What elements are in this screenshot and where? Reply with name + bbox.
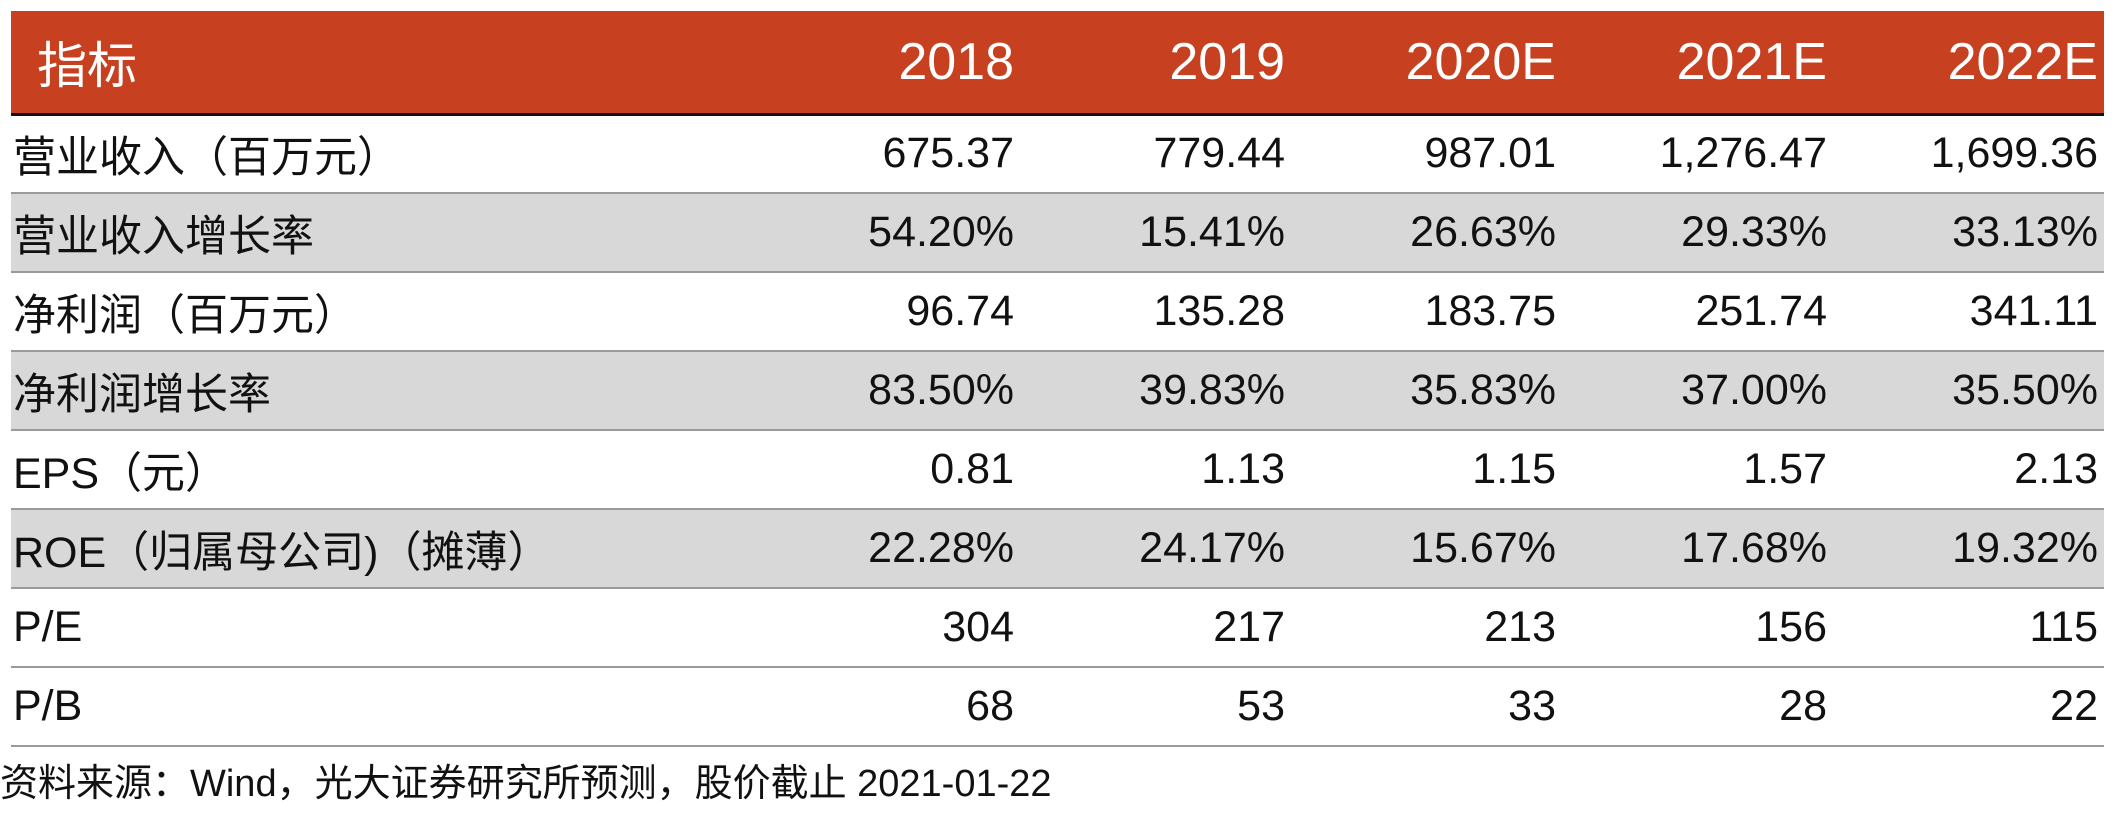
value-cell: 251.74: [1562, 272, 1833, 352]
table-row: 营业收入增长率 54.20% 15.41% 26.63% 29.33% 33.13%: [11, 193, 2104, 273]
header-year-2021e: 2021E: [1562, 11, 1833, 116]
value-cell: 35.83%: [1291, 351, 1562, 431]
value-cell: 22: [1833, 667, 2104, 747]
value-cell: 37.00%: [1562, 351, 1833, 431]
row-label-cell: 营业收入增长率: [11, 193, 749, 273]
header-year-2022e: 2022E: [1833, 11, 2104, 116]
value-cell: 33.13%: [1833, 193, 2104, 273]
value-cell: 22.28%: [749, 509, 1020, 589]
value-cell: 1.13: [1020, 430, 1291, 510]
financial-forecast-table-container: 指标 2018 2019 2020E 2021E 2022E 营业收入（百万元）…: [11, 11, 2104, 747]
value-cell: 24.17%: [1020, 509, 1291, 589]
value-cell: 1,276.47: [1562, 114, 1833, 194]
value-cell: 39.83%: [1020, 351, 1291, 431]
value-cell: 304: [749, 588, 1020, 668]
value-cell: 96.74: [749, 272, 1020, 352]
table-row: P/E 304 217 213 156 115: [11, 588, 2104, 668]
value-cell: 54.20%: [749, 193, 1020, 273]
value-cell: 26.63%: [1291, 193, 1562, 273]
value-cell: 33: [1291, 667, 1562, 747]
table-row: 营业收入（百万元） 675.37 779.44 987.01 1,276.47 1,699…: [11, 114, 2104, 194]
source-note: 资料来源：Wind，光大证券研究所预测，股价截止 2021-01-22: [0, 763, 1052, 805]
header-year-2020e: 2020E: [1291, 11, 1562, 116]
table-row: EPS（元） 0.81 1.13 1.15 1.57 2.13: [11, 430, 2104, 510]
value-cell: 0.81: [749, 430, 1020, 510]
value-cell: 217: [1020, 588, 1291, 668]
value-cell: 156: [1562, 588, 1833, 668]
value-cell: 135.28: [1020, 272, 1291, 352]
financial-forecast-table: 指标 2018 2019 2020E 2021E 2022E 营业收入（百万元）…: [11, 11, 2104, 747]
value-cell: 53: [1020, 667, 1291, 747]
row-label-cell: P/B: [11, 667, 749, 747]
value-cell: 15.41%: [1020, 193, 1291, 273]
value-cell: 1,699.36: [1833, 114, 2104, 194]
value-cell: 987.01: [1291, 114, 1562, 194]
value-cell: 35.50%: [1833, 351, 2104, 431]
value-cell: 1.57: [1562, 430, 1833, 510]
header-label-cell: 指标: [11, 11, 749, 116]
value-cell: 19.32%: [1833, 509, 2104, 589]
table-header-row: 指标 2018 2019 2020E 2021E 2022E: [11, 11, 2104, 116]
value-cell: 29.33%: [1562, 193, 1833, 273]
value-cell: 115: [1833, 588, 2104, 668]
table-row: 净利润（百万元） 96.74 135.28 183.75 251.74 341.11: [11, 272, 2104, 352]
header-year-2018: 2018: [749, 11, 1020, 116]
table-row: ROE（归属母公司)（摊薄） 22.28% 24.17% 15.67% 17.68% 19…: [11, 509, 2104, 589]
value-cell: 83.50%: [749, 351, 1020, 431]
row-label-cell: 净利润增长率: [11, 351, 749, 431]
value-cell: 675.37: [749, 114, 1020, 194]
value-cell: 1.15: [1291, 430, 1562, 510]
value-cell: 68: [749, 667, 1020, 747]
row-label-cell: 营业收入（百万元）: [11, 114, 749, 194]
table-row: 净利润增长率 83.50% 39.83% 35.83% 37.00% 35.50%: [11, 351, 2104, 431]
value-cell: 2.13: [1833, 430, 2104, 510]
table-row: P/B 68 53 33 28 22: [11, 667, 2104, 747]
header-year-2019: 2019: [1020, 11, 1291, 116]
row-label-cell: 净利润（百万元）: [11, 272, 749, 352]
value-cell: 28: [1562, 667, 1833, 747]
row-label-cell: P/E: [11, 588, 749, 668]
value-cell: 213: [1291, 588, 1562, 668]
row-label-cell: ROE（归属母公司)（摊薄）: [11, 509, 749, 589]
value-cell: 341.11: [1833, 272, 2104, 352]
value-cell: 183.75: [1291, 272, 1562, 352]
value-cell: 779.44: [1020, 114, 1291, 194]
value-cell: 17.68%: [1562, 509, 1833, 589]
row-label-cell: EPS（元）: [11, 430, 749, 510]
value-cell: 15.67%: [1291, 509, 1562, 589]
